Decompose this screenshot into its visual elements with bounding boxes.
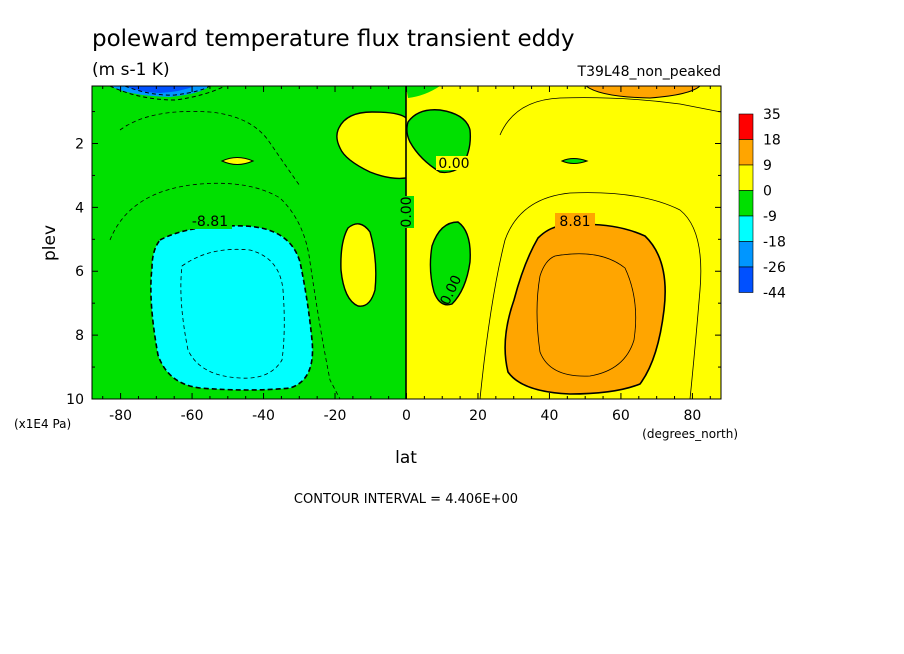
colorbar-label: 0 — [763, 184, 772, 200]
colorbar-swatch — [738, 215, 754, 242]
top-centre-tongue-fill — [406, 86, 440, 98]
x-tick-label: 60 — [612, 408, 630, 424]
small-blob-outlines — [220, 157, 589, 165]
x-tick-label: 20 — [469, 408, 487, 424]
contour-label-zero-upper: 0.00 — [438, 156, 469, 172]
x-tick-label: 40 — [541, 408, 559, 424]
y-axis-units: (x1E4 Pa) — [14, 417, 71, 431]
y-axis: 2 4 6 8 10 — [66, 111, 721, 408]
sh-contour-upper — [119, 111, 301, 187]
colorbar-swatch — [738, 266, 754, 293]
x-tick-label: 80 — [683, 408, 701, 424]
x-tick-label: -60 — [181, 408, 204, 424]
y-tick-label: 2 — [75, 136, 84, 152]
top-southern-core-fill — [125, 86, 195, 93]
colorbar-label: -26 — [763, 260, 786, 276]
contour-label-nh: 8.81 — [559, 214, 590, 230]
sh-small-yellow-blob — [222, 157, 253, 165]
run-label: T39L48_non_peaked — [577, 64, 721, 80]
nh-small-green-blob — [562, 158, 587, 164]
chart-title: poleward temperature flux transient eddy — [92, 26, 574, 52]
colorbar-label: 18 — [763, 133, 781, 149]
sh-lower-yellow-island — [340, 223, 376, 307]
sh-contour-minus-13 — [180, 249, 285, 379]
sh-lower-island-outline — [340, 223, 377, 307]
colorbar-label: -9 — [763, 209, 777, 225]
top-contours — [109, 86, 226, 101]
x-tick-label: -40 — [252, 408, 275, 424]
x-axis-units: (degrees_north) — [642, 427, 738, 441]
x-tick-label: -20 — [324, 408, 347, 424]
nh-lower-island-outline — [429, 221, 471, 306]
sh-upper-yellow-island — [336, 112, 406, 179]
x-tick-label: -80 — [109, 408, 132, 424]
colorbar-label: 9 — [763, 158, 772, 174]
chart-units: (m s-1 K) — [92, 60, 170, 80]
x-axis: -80 -60 -40 -20 0 20 40 60 80 — [102, 86, 711, 424]
colorbar-label: -18 — [763, 235, 786, 251]
colorbar-swatch — [738, 139, 754, 166]
nh-contour-plus-4 — [479, 192, 702, 399]
sh-contour-minus-4 — [109, 182, 341, 399]
contour-label-zero-equator: 0.00 — [399, 196, 415, 227]
nh-contour-plus-8 — [504, 223, 666, 395]
colorbar-swatch — [738, 241, 754, 268]
nh-contour-plus-13 — [536, 253, 637, 377]
nh-maximum-fill — [505, 224, 666, 394]
sh-upper-island-outline — [336, 111, 407, 180]
contour-labels: -8.81 8.81 0.00 0.00 0.00 — [190, 156, 595, 308]
nh-contour-upper — [499, 97, 721, 136]
y-tick-label: 6 — [75, 264, 84, 280]
nh-lower-green-island — [430, 222, 471, 305]
colorbar-swatch — [738, 190, 754, 217]
x-axis-label: lat — [395, 448, 417, 468]
contour-interval: CONTOUR INTERVAL = 4.406E+00 — [294, 492, 518, 507]
y-tick-label: 10 — [66, 392, 84, 408]
colorbar-label: 35 — [763, 107, 781, 123]
top-nh-contours — [585, 86, 701, 99]
x-tick-label: 0 — [402, 408, 411, 424]
colorbar-label: -44 — [763, 286, 786, 302]
y-tick-label: 4 — [75, 200, 84, 216]
sh-minimum-fill — [150, 225, 313, 390]
colorbar: 35 18 9 0 -9 -18 -26 -44 — [738, 107, 786, 302]
y-axis-label: plev — [40, 225, 60, 261]
contour-label-sh: -8.81 — [192, 214, 228, 230]
contour-fills — [92, 86, 721, 399]
colorbar-swatch — [738, 164, 754, 191]
colorbar-swatch — [738, 113, 754, 140]
contour-lines — [109, 86, 721, 399]
y-tick-label: 8 — [75, 328, 84, 344]
